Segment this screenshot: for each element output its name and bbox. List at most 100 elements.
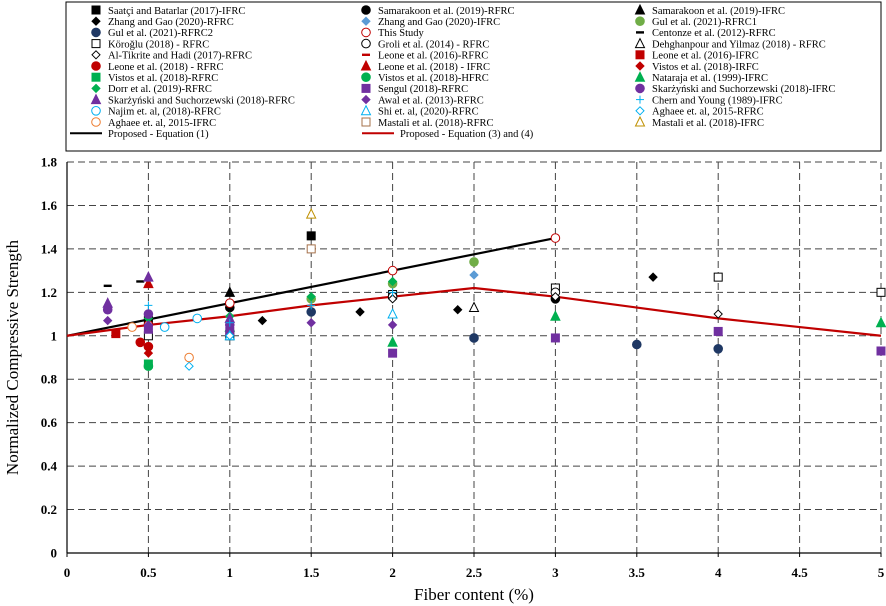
legend-marker-dehghanpour-and-yilmaz-2018-rfrc — [634, 37, 646, 49]
data-point-awal-et-al-2013-rfrc-2 — [306, 318, 316, 328]
series-al-tikrite-and-hadi-2017-rfrc — [387, 291, 723, 319]
series-leone-et-al-2016-ifrc — [111, 329, 121, 339]
legend-label-proposed-equation-3-and-4: Proposed - Equation (3) and (4) — [400, 129, 534, 140]
legend-marker-shi-et-al-2020-rfrc — [360, 104, 372, 116]
data-point-chern-and-young-1989-ifrc-0 — [144, 301, 153, 310]
data-point-nataraja-et-al-1999-ifrc-1 — [387, 336, 398, 347]
x-tick-label-1: 1 — [227, 565, 234, 580]
data-point-saatc-i-and-batarlar-2017-ifrc-1 — [306, 231, 316, 241]
legend-marker-aghaee-et-al-2015-rfrc — [635, 106, 645, 116]
legend-label-centonze-et-al-2012-rfrc: Centonze et al. (2012)-RFRC — [652, 28, 776, 39]
data-point-ko-rog-lu-2018-rfrc-5 — [876, 287, 886, 297]
legend-label-ko-rog-lu-2018-rfrc: Köroğlu (2018) - RFRC — [108, 39, 209, 50]
data-point-ko-rog-lu-2018-rfrc-4 — [713, 272, 723, 282]
legend-label-gul-et-al-2021-rfrc1: Gul et al. (2021)-RFRC1 — [652, 17, 757, 28]
data-point-gul-et-al-2021-rfrc1-2 — [469, 257, 479, 267]
data-point-skarz-yn-ski-and-suchorzewski-2018-rfrc-1 — [143, 271, 154, 282]
legend-marker-this-study — [361, 27, 371, 38]
x-tick-label-2-5: 2.5 — [466, 565, 483, 580]
series-mastali-et-al-2018-ifrc — [305, 208, 317, 219]
data-point-leone-et-al-2016-ifrc-0 — [111, 329, 121, 339]
x-tick-label-0: 0 — [64, 565, 71, 580]
legend-marker-vistos-et-al-2018-hfrc — [361, 72, 371, 82]
series-vistos-et-al-2018-hfrc — [143, 361, 154, 371]
legend-label-nataraja-et-al-1999-ifrc: Nataraja et al. (1999)-IFRC — [652, 73, 768, 84]
y-tick-label-0-8: 0.8 — [41, 372, 58, 387]
x-axis-title: Fiber content (%) — [414, 585, 534, 604]
legend-label-vistos-et-al-2018-rfrc: Vistos et al. (2018)-RFRC — [108, 73, 218, 84]
y-tick-label-1: 1 — [51, 328, 58, 343]
data-point-zhang-and-gao-2020-rfrc-1 — [355, 307, 365, 317]
legend-marker-dorr-et-al-2019-rfrc — [91, 83, 101, 94]
legend-marker-vistos-et-al-2018-rfrc — [91, 72, 101, 82]
y-tick-label-0: 0 — [51, 546, 58, 561]
legend-label-leone-et-al-2018-ifrc: Leone et al. (2018) - IFRC — [378, 62, 490, 73]
data-point-dehghanpour-and-yilmaz-2018-rfrc-0 — [468, 301, 480, 313]
legend-label-samarakoon-et-al-2019-rfrc: Samarakoon et al. (2019)-RFRC — [378, 6, 514, 17]
legend-label-sengul-2018-rfrc: Sengul (2018)-RFRC — [378, 84, 468, 95]
y-tick-label-1-6: 1.6 — [41, 198, 58, 213]
series-najim-et-al-2018-rfrc — [159, 313, 203, 332]
legend-frame — [65, 1, 882, 152]
legend-marker-mastali-et-al-2018-ifrc — [634, 115, 646, 127]
series-zhang-and-gao-2020-ifrc — [469, 270, 479, 280]
line-proposed-equation-3-and-4 — [66, 286, 882, 337]
y-tick-label-1-4: 1.4 — [41, 241, 58, 256]
legend-label-leone-et-al-2016-rfrc: Leone et al. (2016)-RFRC — [378, 51, 488, 62]
series-dehghanpour-and-yilmaz-2018-rfrc — [468, 301, 480, 313]
legend-label-gul-et-al-2021-rfrc2: Gul et al. (2021)-RFRC2 — [108, 28, 213, 39]
legend-marker-zhang-and-gao-2020-rfrc — [91, 16, 101, 26]
series-this-study — [143, 233, 561, 330]
data-point-aghaee-et-al-2015-ifrc-1 — [184, 352, 194, 363]
legend-label-vistos-et-al-2018-irfc: Vistos et al. (2018)-IRFC — [652, 62, 759, 73]
legend-label-al-tikrite-and-hadi-2017-rfrc: Al-Tikrite and Hadi (2017)-RFRC — [108, 51, 252, 62]
legend-marker-vistos-et-al-2018-irfc — [635, 61, 645, 71]
plot-area: 0 0.2 0.4 0.6 0.8 1 1.2 1.4 1.6 1.8 0 0.5 1 1.5 2 2.5 3 3… — [3, 155, 886, 604]
x-tick-label-1-5: 1.5 — [303, 565, 320, 580]
legend-marker-gul-et-al-2021-rfrc2 — [91, 27, 101, 38]
series-sengul-2018-rfrc — [143, 324, 886, 358]
data-point-al-tikrite-and-hadi-2017-rfrc-2 — [713, 309, 723, 319]
x-tick-label-0-5: 0.5 — [140, 565, 157, 580]
series-leone-et-al-2018-ifrc — [143, 277, 154, 289]
series-chern-and-young-1989-ifrc — [144, 288, 397, 327]
data-point-shi-et-al-2020-rfrc-1 — [387, 307, 398, 319]
legend-marker-centonze-et-al-2012-rfrc — [636, 31, 644, 34]
series-zhang-and-gao-2020-rfrc — [257, 272, 658, 326]
legend-marker-leone-et-al-2016-rfrc — [362, 53, 370, 56]
legend-label-najim-et-al-2018-rfrc: Najim et. al, (2018)-RFRC — [108, 107, 221, 118]
legend-marker-samarakoon-et-al-2019-rfrc — [361, 5, 371, 15]
data-point-dorr-et-al-2019-rfrc-3 — [387, 276, 398, 287]
legend-marker-skarz-yn-ski-and-suchorzewski-2018-rfrc — [90, 93, 102, 105]
legend-label-saatc-i-and-batarlar-2017-ifrc: Saatçi and Batarlar (2017)-IFRC — [108, 6, 245, 17]
data-point-zhang-and-gao-2020-rfrc-2 — [453, 305, 463, 315]
y-axis-title: Normalized Compressive Strength — [3, 239, 22, 475]
series-ko-rog-lu-2018-rfrc — [143, 272, 886, 341]
legend-label-samarakoon-et-al-2019-ifrc: Samarakoon et al. (2019)-IFRC — [652, 6, 785, 17]
data-point-al-tikrite-and-hadi-2017-rfrc-1 — [550, 291, 561, 302]
legend-marker-zhang-and-gao-2020-ifrc — [361, 16, 371, 26]
legend-marker-nataraja-et-al-1999-ifrc — [634, 71, 646, 82]
data-point-aghaee-et-al-2015-rfrc-1 — [225, 331, 235, 341]
data-point-skarz-yn-ski-and-suchorzewski-2018-ifrc-1 — [143, 309, 154, 319]
data-point-najim-et-al-2018-rfrc-1 — [192, 313, 203, 324]
x-tick-label-4: 4 — [715, 565, 722, 580]
data-point-sengul-2018-rfrc-4 — [713, 326, 723, 336]
legend-marker-ko-rog-lu-2018-rfrc — [91, 39, 101, 49]
series-samarakoon-et-al-2019-ifrc — [224, 286, 236, 297]
data-point-al-tikrite-and-hadi-2017-rfrc-0 — [387, 294, 398, 304]
series-aghaee-et-al-2015-ifrc — [127, 322, 194, 363]
data-point-vistos-et-al-2018-hfrc-0 — [143, 361, 154, 371]
data-point-awal-et-al-2013-rfrc-1 — [143, 320, 154, 330]
legend-label-awal-et-al-2013-rfrc: Awal et al. (2013)-RFRC — [378, 95, 484, 106]
data-point-gul-et-al-2021-rfrc2-2 — [632, 339, 642, 350]
data-point-leone-et-al-2018-ifrc-0 — [143, 277, 154, 289]
data-point-gul-et-al-2021-rfrc2-1 — [469, 333, 479, 343]
legend-label-vistos-et-al-2018-hfrc: Vistos et al. (2018)-HFRC — [378, 73, 489, 84]
legend-marker-leone-et-al-2018-rfrc — [91, 61, 101, 71]
data-point-zhang-and-gao-2020-rfrc-3 — [648, 272, 658, 282]
legend-marker-chern-and-young-1989-ifrc — [636, 95, 644, 104]
legend-label-this-study: This Study — [378, 28, 425, 39]
data-point-centonze-et-al-2012-rfrc-0 — [103, 284, 112, 288]
